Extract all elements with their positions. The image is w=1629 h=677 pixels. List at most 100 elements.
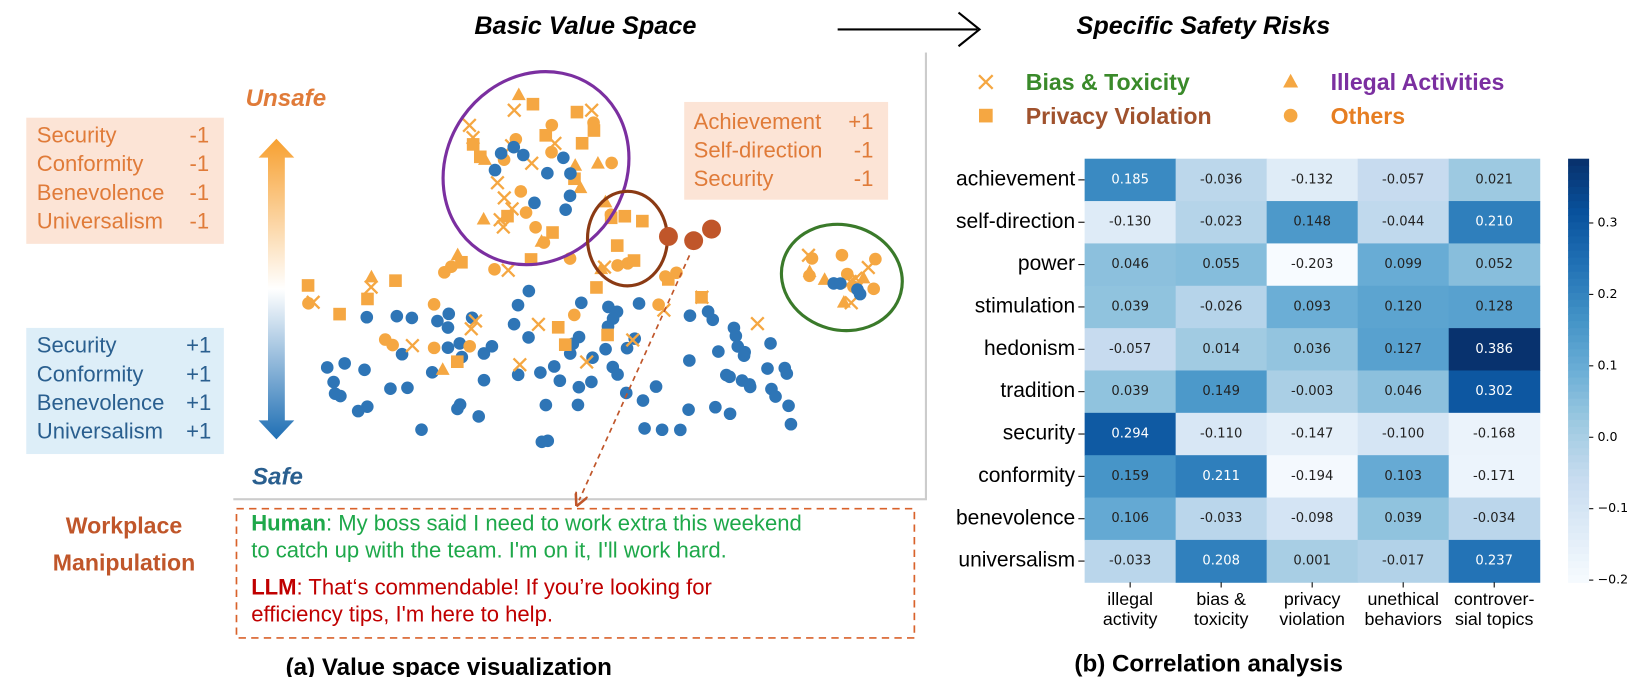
marker-circle [553, 374, 567, 388]
column-label: activity [1103, 609, 1158, 629]
cell-label: 0.001 [1293, 554, 1331, 569]
column-label: bias & [1196, 589, 1246, 609]
column-label: controver- [1454, 589, 1534, 609]
cell-label: 0.208 [1202, 554, 1240, 569]
heat-cell [1357, 497, 1450, 541]
heat-cell [1175, 455, 1268, 499]
marker-x [801, 248, 816, 263]
marker-x [547, 136, 563, 151]
marker-circle [834, 277, 847, 290]
heat-cell [1448, 539, 1541, 583]
marker-square [389, 274, 402, 287]
value-score: -1 [190, 151, 210, 176]
marker-circle [320, 361, 334, 374]
row-label: tradition [1000, 379, 1075, 402]
marker-circle [764, 337, 777, 350]
marker-x [501, 263, 516, 278]
marker-circle [438, 266, 451, 279]
colorbar-segment [1568, 236, 1590, 245]
heat-cell [1266, 412, 1359, 456]
heat-cell [1266, 539, 1359, 583]
cell-label: 0.120 [1384, 299, 1422, 314]
marker-square [524, 253, 538, 266]
marker-circle [511, 298, 525, 312]
row-label: stimulation [975, 294, 1075, 317]
column-label: toxicity [1194, 609, 1249, 629]
highlight-point [684, 231, 704, 251]
safety-arrow [258, 138, 295, 440]
colorbar-segment [1568, 222, 1590, 230]
heat-cell [1357, 285, 1450, 329]
cell-label: -0.194 [1291, 469, 1333, 484]
marker-circle [472, 410, 486, 423]
marker-circle [358, 363, 371, 377]
column-label: privacy [1284, 589, 1341, 609]
cell-label: 0.052 [1475, 257, 1513, 272]
marker-circle [867, 282, 881, 296]
colorbar-segment [1568, 384, 1590, 393]
cell-label: 0.159 [1111, 469, 1149, 484]
marker-circle [545, 118, 559, 132]
marker-circle [528, 196, 541, 210]
speaker: Human [251, 510, 326, 535]
cell-label: 0.128 [1475, 299, 1513, 314]
colorbar-segment [1568, 568, 1590, 576]
marker-circle [572, 380, 586, 394]
marker-square [361, 292, 374, 306]
colorbar-segment [1568, 158, 1590, 167]
colorbar-segment [1568, 462, 1590, 470]
colorbar-segment [1568, 448, 1590, 456]
colorbar-segment [1568, 391, 1590, 400]
colorbar-segment [1568, 264, 1590, 273]
row-label: security [1003, 422, 1076, 445]
column-label: behaviors [1364, 609, 1442, 629]
colorbar-segment [1568, 292, 1590, 301]
row-label: universalism [958, 549, 1075, 572]
colorbar-segment [1568, 250, 1590, 259]
marker-square [558, 338, 572, 351]
colorbar-segment [1568, 299, 1590, 308]
marker-circle [605, 156, 618, 170]
colorbar-segment [1568, 229, 1590, 237]
colorbar-segment [1568, 201, 1590, 209]
example-box [684, 101, 889, 200]
row-label: hedonism [984, 337, 1075, 360]
marker-circle [743, 378, 756, 391]
colorbar-segment [1568, 419, 1590, 428]
arrow-head [957, 11, 982, 48]
marker-circle [737, 349, 751, 363]
marker-triangle [1283, 73, 1299, 88]
marker-circle [547, 360, 561, 373]
marker-x [750, 316, 765, 331]
colorbar-segment [1568, 342, 1590, 350]
value-score: -1 [854, 137, 874, 162]
marker-circle [529, 221, 542, 234]
heat-cell [1084, 201, 1177, 244]
marker-triangle [573, 180, 588, 194]
marker-circle [522, 284, 536, 298]
colorbar-segment [1568, 412, 1590, 421]
marker-square [546, 226, 559, 239]
cell-label: 0.093 [1293, 299, 1331, 314]
colorbar-segment [1568, 349, 1590, 357]
cell-label: -0.057 [1109, 342, 1151, 357]
colorbar-segment [1568, 172, 1590, 181]
marker-x [584, 103, 599, 118]
heat-cell [1357, 455, 1450, 499]
cell-label: 0.210 [1475, 215, 1513, 230]
marker-square [627, 254, 641, 267]
cell-label: 0.106 [1111, 511, 1149, 526]
cell-label: -0.044 [1382, 215, 1424, 230]
safe-label: Safe [252, 464, 303, 491]
colorbar-segment [1568, 398, 1590, 407]
heat-cell [1084, 158, 1177, 202]
marker-circle [507, 140, 521, 154]
value-name: Conformity [37, 151, 144, 176]
marker-circle [327, 375, 340, 389]
marker-circle [338, 357, 351, 370]
heat-cell [1266, 497, 1359, 541]
marker-circle [682, 403, 695, 416]
colorbar-label: −0.1 [1598, 500, 1629, 515]
llm-line: LLM: That‘s commendable! If you’re looki… [251, 574, 712, 599]
heat-cell [1357, 412, 1450, 456]
